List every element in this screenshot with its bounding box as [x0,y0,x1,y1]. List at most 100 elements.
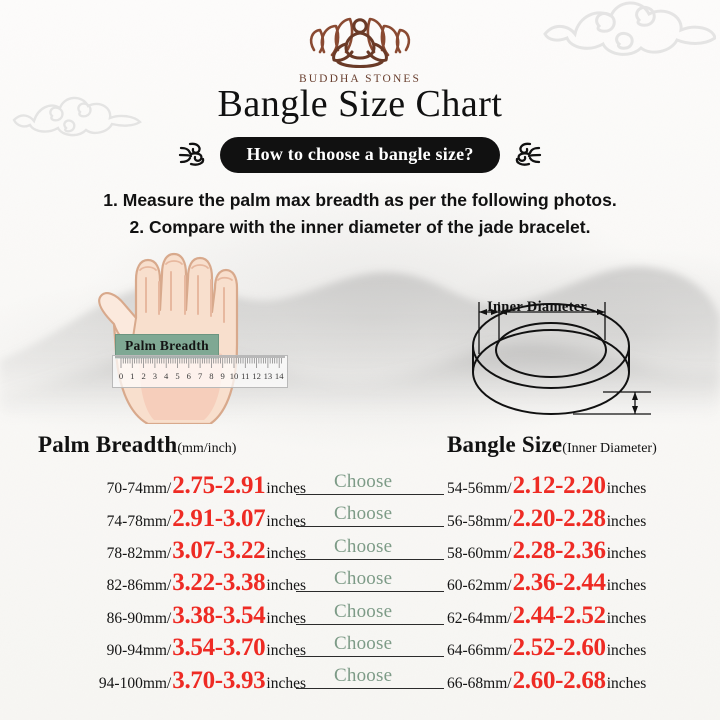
bangle-size-cell: 56-58mm/2.20-2.28 inches [447,505,646,533]
ruler-tick-label: 10 [230,371,239,381]
cloud-motif-icon [12,96,142,137]
palm-inch-range: 3.38-3.54 [172,601,266,629]
palm-inch-range: 2.75-2.91 [172,472,266,500]
ruler-tick-label: 12 [252,371,261,381]
brand-logo: BUDDHA STONES [0,10,720,85]
bangle-inch-range: 2.20-2.28 [512,504,606,532]
unit-label: inches [606,642,647,660]
palm-mm-range: 70-74mm/ [106,480,172,498]
palm-mm-range: 82-86mm/ [106,577,172,595]
palm-mm-range: 90-94mm/ [106,642,172,660]
instructions: 1. Measure the palm max breadth as per t… [0,187,720,241]
bangle-mm-range: 54-56mm/ [447,480,512,498]
row-connector-line [296,655,444,657]
palm-breadth-cell: 94-100mm/3.70-3.93 inches [99,667,306,695]
unit-label: inches [606,512,647,530]
table-row: 70-74mm/2.75-2.91 inches Choose 54-56mm/2.1… [0,470,720,502]
subtitle-row: How to choose a bangle size? [0,137,720,173]
palm-inch-range: 3.07-3.22 [172,536,266,564]
bangle-ring-diagram-icon [472,302,651,415]
palm-mm-range: 78-82mm/ [106,544,172,562]
ruler-tick-label: 4 [164,371,169,381]
page-title: Bangle Size Chart [217,83,503,125]
column-title: Bangle Size [447,432,563,457]
bangle-inch-range: 2.12-2.20 [512,472,606,500]
bangle-size-cell: 64-66mm/2.52-2.60 inches [447,634,646,662]
row-connector-line [296,623,444,625]
ruler-tick-label: 7 [198,371,203,381]
row-connector-line [296,688,444,690]
bangle-mm-range: 60-62mm/ [447,577,512,595]
ruler-tick-label: 0 [119,371,123,381]
unit-label: inches [606,609,647,627]
unit-label: inches [266,480,306,498]
palm-inch-range: 3.54-3.70 [172,634,266,662]
row-connector-line [296,494,444,495]
table-row: 78-82mm/3.07-3.22 inches Choose 58-60mm/2.2… [0,535,720,567]
unit-label: inches [606,674,647,692]
row-connector-line [296,526,444,528]
size-rows: 70-74mm/2.75-2.91 inches Choose 54-56mm/2.1… [0,470,720,697]
bangle-mm-range: 58-60mm/ [447,544,512,562]
table-row: 86-90mm/3.38-3.54 inches Choose 62-64mm/2.4… [0,600,720,632]
flame-swirl-ornament-icon [515,142,541,166]
column-unit: (Inner Diameter) [562,441,657,456]
bangle-mm-range: 64-66mm/ [447,642,512,660]
ruler-tick-label: 8 [209,371,213,381]
bangle-inch-range: 2.36-2.44 [512,569,606,597]
table-row: 94-100mm/3.70-3.93 inches Choose 66-68mm/2.… [0,664,720,696]
column-title: Palm Breadth [38,432,178,457]
unit-label: inches [266,512,306,530]
palm-mm-range: 74-78mm/ [106,512,172,530]
table-row: 74-78mm/2.91-3.07 inches Choose 56-58mm/2.2… [0,502,720,534]
choose-button[interactable]: Choose [334,503,393,525]
inner-diameter-label: Inner Diameter [487,299,588,315]
how-to-choose-banner: How to choose a bangle size? [220,137,500,173]
choose-button[interactable]: Choose [334,632,393,654]
ruler-tick-label: 5 [175,371,179,381]
bangle-size-cell: 66-68mm/2.60-2.68 inches [447,667,646,695]
palm-breadth-cell: 90-94mm/3.54-3.70 inches [107,634,306,662]
flame-swirl-ornament-icon [179,142,205,166]
column-header-palm-breadth: Palm Breadth(mm/inch) [38,432,236,458]
row-connector-line [296,558,444,560]
palm-breadth-cell: 78-82mm/3.07-3.22 inches [107,537,306,565]
unit-label: inches [606,480,647,498]
palm-mm-range: 94-100mm/ [98,674,172,692]
choose-button[interactable]: Choose [334,665,393,687]
palm-inch-range: 2.91-3.07 [172,504,266,532]
ruler-icon: 0 1 2 3 4 5 6 7 8 9 10 11 12 13 14 [112,355,288,388]
bangle-mm-range: 66-68mm/ [447,674,512,692]
table-row: 90-94mm/3.54-3.70 inches Choose 64-66mm/2.5… [0,632,720,664]
choose-button[interactable]: Choose [334,535,393,557]
unit-label: inches [266,577,306,595]
ruler-tick-label: 3 [153,371,157,381]
bangle-size-cell: 60-62mm/2.36-2.44 inches [447,569,646,597]
column-header-bangle-size: Bangle Size(Inner Diameter) [447,432,657,458]
table-row: 82-86mm/3.22-3.38 inches Choose 60-62mm/2.3… [0,567,720,599]
column-unit: (mm/inch) [177,441,237,456]
ruler-tick-label: 11 [241,371,249,381]
choose-button[interactable]: Choose [334,471,393,492]
palm-breadth-cell: 82-86mm/3.22-3.38 inches [107,569,306,597]
bangle-size-cell: 54-56mm/2.12-2.20 inches [447,472,646,500]
brand-name: BUDDHA STONES [299,73,421,85]
bangle-inch-range: 2.52-2.60 [512,634,606,662]
instruction-step-1: 1. Measure the palm max breadth as per t… [103,190,617,210]
ruler-tick-label: 6 [187,371,192,381]
cloud-motif-icon [543,1,716,56]
bangle-mm-range: 56-58mm/ [447,512,512,530]
palm-breadth-cell: 86-90mm/3.38-3.54 inches [107,602,306,630]
unit-label: inches [606,544,647,562]
palm-breadth-cell: 74-78mm/2.91-3.07 inches [107,505,306,533]
bangle-inch-range: 2.28-2.36 [512,536,606,564]
bangle-size-cell: 58-60mm/2.28-2.36 inches [447,537,646,565]
bangle-inch-range: 2.44-2.52 [512,601,606,629]
palm-inch-range: 3.70-3.93 [172,666,266,694]
unit-label: inches [266,642,306,660]
unit-label: inches [266,544,306,562]
choose-button[interactable]: Choose [334,568,393,590]
choose-button[interactable]: Choose [334,600,393,622]
ruler-tick-label: 14 [275,371,284,381]
